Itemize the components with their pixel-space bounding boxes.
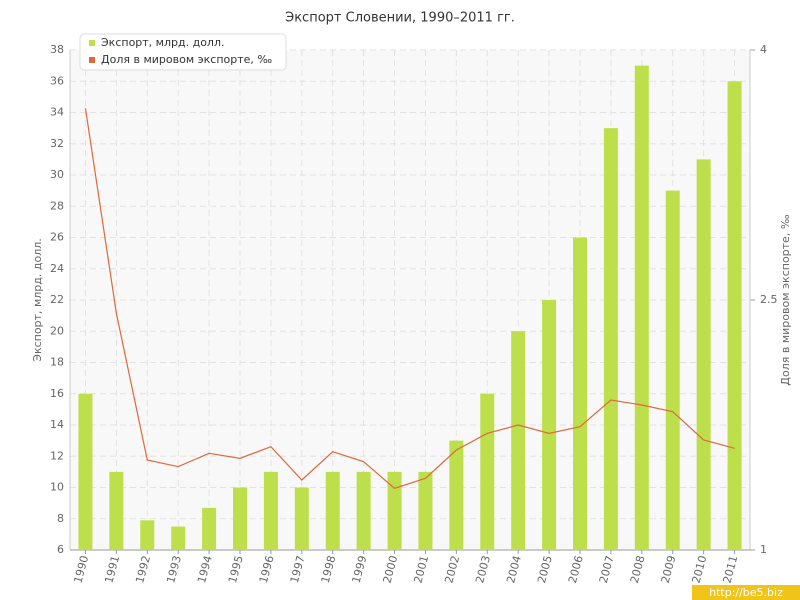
- line: [84, 108, 735, 490]
- y2-tick-label: 1: [760, 543, 767, 556]
- bar: [665, 190, 680, 550]
- y-tick-label: 32: [50, 137, 64, 150]
- watermark: http://be5.biz: [709, 586, 783, 599]
- y-tick-label: 26: [50, 231, 64, 244]
- legend-marker: [89, 40, 95, 46]
- legend-marker: [89, 57, 95, 63]
- y-tick-label: 12: [50, 449, 64, 462]
- bar: [449, 440, 464, 550]
- bar: [140, 520, 155, 550]
- y-tick-label: 24: [50, 262, 64, 275]
- bar: [78, 393, 93, 550]
- y-tick-label: 28: [50, 199, 64, 212]
- bar: [634, 65, 649, 550]
- bar: [109, 471, 124, 550]
- legend-label: Доля в мировом экспорте, ‰: [101, 53, 272, 66]
- y-tick-label: 22: [50, 293, 64, 306]
- bar: [294, 487, 309, 550]
- chart-title: Экспорт Словении, 1990–2011 гг.: [285, 11, 515, 26]
- watermark-bg: [692, 585, 800, 600]
- bar: [696, 159, 711, 550]
- y-tick-label: 14: [50, 418, 64, 431]
- bar: [171, 526, 186, 550]
- y-tick-label: 16: [50, 387, 64, 400]
- bar: [511, 331, 526, 550]
- y-axis-title: Экспорт, млрд. долл.: [31, 238, 44, 361]
- y-tick-label: 38: [50, 43, 64, 56]
- bar: [202, 507, 217, 550]
- legend: Экспорт, млрд. долл. Доля в мировом экспо…: [79, 33, 287, 71]
- y2-tick-label: 4: [760, 43, 767, 56]
- bar: [542, 300, 557, 550]
- legend-box: [79, 33, 287, 71]
- y-tick-label: 34: [50, 106, 64, 119]
- bar: [233, 487, 247, 550]
- bar: [325, 471, 340, 550]
- y-tick-label: 6: [57, 543, 64, 556]
- bar: [727, 81, 742, 550]
- bar: [263, 471, 278, 550]
- bar: [418, 471, 433, 550]
- y2-axis-title: Доля в мировом экспорте, ‰: [779, 214, 792, 385]
- bar: [603, 128, 618, 550]
- y2-tick-label: 2.5: [760, 293, 778, 306]
- bar: [480, 393, 495, 550]
- y-tick-label: 36: [50, 74, 64, 87]
- bar: [573, 237, 587, 550]
- legend-label: Экспорт, млрд. долл.: [101, 36, 224, 49]
- y-tick-label: 18: [50, 356, 64, 369]
- y-tick-label: 10: [50, 481, 64, 494]
- y-tick-label: 8: [57, 512, 64, 525]
- bar: [356, 471, 371, 550]
- y-tick-label: 20: [50, 324, 64, 337]
- bar: [387, 471, 402, 550]
- y-tick-label: 30: [50, 168, 64, 181]
